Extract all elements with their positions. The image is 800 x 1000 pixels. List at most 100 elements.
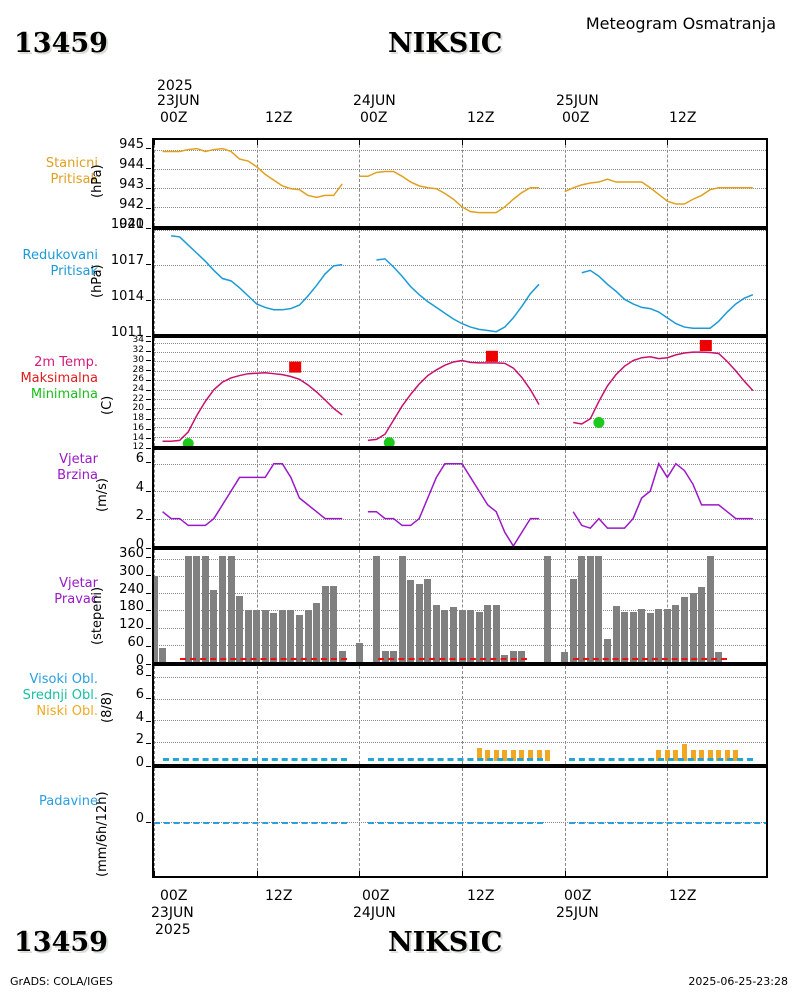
data-series-line	[162, 371, 343, 443]
y-tick-mark	[146, 188, 151, 189]
gridline-vertical	[154, 140, 155, 226]
plot-clouds	[152, 664, 768, 766]
unit-station-pressure: (hPa)	[90, 164, 105, 198]
y-tick-mark	[146, 148, 151, 149]
wind-direction-bar	[304, 610, 312, 662]
time-axis-hour-0: 00Z	[160, 110, 188, 126]
temp-min-marker	[182, 438, 194, 446]
yaxis-precipitation: 0	[122, 766, 152, 878]
panel-label-line: Brzina	[57, 468, 98, 483]
gridline-horizontal	[154, 546, 766, 547]
gridline-vertical	[154, 338, 155, 446]
gridline-horizontal	[154, 742, 766, 744]
cloud-zero-trace	[162, 759, 348, 761]
panel-label-line: 2m Temp.	[34, 355, 98, 370]
y-tick-mark	[146, 208, 151, 209]
gridline-horizontal	[154, 518, 766, 520]
y-tick-mark	[146, 490, 151, 492]
panel-label-line: Vjetar	[59, 452, 98, 467]
wind-direction-bar	[227, 555, 235, 662]
gridline-horizontal	[154, 720, 766, 722]
series-layer	[162, 461, 753, 546]
y-tick-label: 12	[132, 442, 144, 453]
gridline-horizontal	[154, 264, 766, 266]
time-axis-date-0: 23JUN	[157, 93, 200, 109]
y-tick-mark	[146, 228, 151, 229]
y-tick-label: 0	[135, 652, 144, 668]
time-axis-hour-5: 12Z	[669, 110, 697, 126]
low-cloud-bar	[493, 750, 499, 761]
wind-direction-bar	[475, 611, 483, 662]
wind-direction-bar	[698, 587, 706, 662]
gridline-horizontal	[154, 380, 766, 382]
y-tick-label: 24	[132, 383, 144, 394]
gridline-vertical	[154, 230, 155, 334]
gridline-vertical	[564, 550, 566, 662]
gridline-horizontal	[154, 399, 766, 401]
cloud-zero-trace	[367, 759, 544, 761]
gridline-vertical	[256, 450, 258, 546]
panel-label-reduced-pressure: Redukovani Pritisak	[2, 248, 98, 280]
precipitation-zero-trace	[568, 822, 766, 824]
low-cloud-bar	[724, 750, 730, 761]
station-id-top: 13459	[14, 28, 108, 59]
gridline-horizontal	[154, 698, 766, 700]
gridline-horizontal	[154, 352, 766, 354]
gridline-vertical	[359, 338, 361, 446]
time-axis-bottom-date-4: 25JUN	[556, 905, 599, 921]
x-tick-mark	[256, 140, 258, 145]
y-tick-mark	[146, 350, 151, 352]
gridline-horizontal	[154, 342, 766, 344]
gridline-vertical	[462, 450, 463, 546]
y-tick-label: 1020	[110, 216, 144, 232]
gridline-vertical	[667, 450, 669, 546]
y-tick-mark	[146, 264, 151, 265]
data-series-line	[581, 269, 754, 329]
y-tick-mark	[146, 300, 151, 301]
low-cloud-bar	[527, 750, 533, 761]
wind-direction-bar	[715, 651, 723, 662]
wind-direction-bar	[330, 585, 338, 662]
panel-label-line: Srednji Obl.	[22, 688, 98, 703]
gridline-horizontal	[154, 575, 766, 577]
data-series-line	[572, 461, 753, 530]
y-tick-label: 945	[119, 136, 144, 152]
y-tick-label: 6	[135, 451, 144, 467]
unit-reduced-pressure: (hPa)	[90, 264, 105, 298]
x-tick-mark	[359, 871, 361, 876]
wind-direction-bar	[295, 614, 303, 662]
plot-wind-speed	[152, 448, 768, 548]
gridline-vertical	[256, 140, 258, 226]
panel-label-line: Maksimalna	[20, 371, 98, 386]
wind-direction-baseline	[573, 658, 728, 660]
y-tick-mark	[146, 675, 151, 677]
time-axis-hour-4: 00Z	[562, 110, 590, 126]
y-tick-label: 22	[132, 393, 144, 404]
gridline-vertical	[256, 338, 258, 446]
wind-direction-bar	[595, 555, 603, 662]
low-cloud-bar	[664, 750, 670, 761]
y-tick-label: 944	[119, 156, 144, 172]
wind-direction-bar	[372, 555, 380, 662]
gridline-vertical	[564, 230, 566, 334]
wind-direction-bar	[313, 603, 321, 662]
x-tick-mark	[359, 140, 361, 145]
panel-label-line: Niski Obl.	[36, 704, 98, 719]
yaxis-reduced-pressure: 1020 1017 1014 1011	[104, 218, 152, 340]
time-axis-date-4: 25JUN	[556, 93, 599, 109]
yaxis-wind-direction: 360 300 240 180 120 60 0	[108, 547, 152, 668]
wind-direction-bar	[278, 610, 286, 662]
wind-direction-bar	[672, 604, 680, 662]
wind-direction-bar	[381, 650, 389, 662]
gridline-vertical	[564, 338, 566, 446]
y-tick-label: 28	[132, 364, 144, 375]
panel-label-line: Pravac	[54, 592, 98, 607]
gridline-horizontal	[154, 187, 766, 189]
wind-direction-bar	[492, 604, 500, 662]
panel-label-line: Stanicni	[45, 156, 98, 171]
y-tick-label: 1011	[110, 324, 144, 340]
plot-wind-direction	[152, 548, 768, 664]
temp-max-marker	[289, 361, 302, 373]
unit-wind-speed: (m/s)	[95, 478, 110, 512]
wind-direction-baseline	[179, 658, 348, 660]
